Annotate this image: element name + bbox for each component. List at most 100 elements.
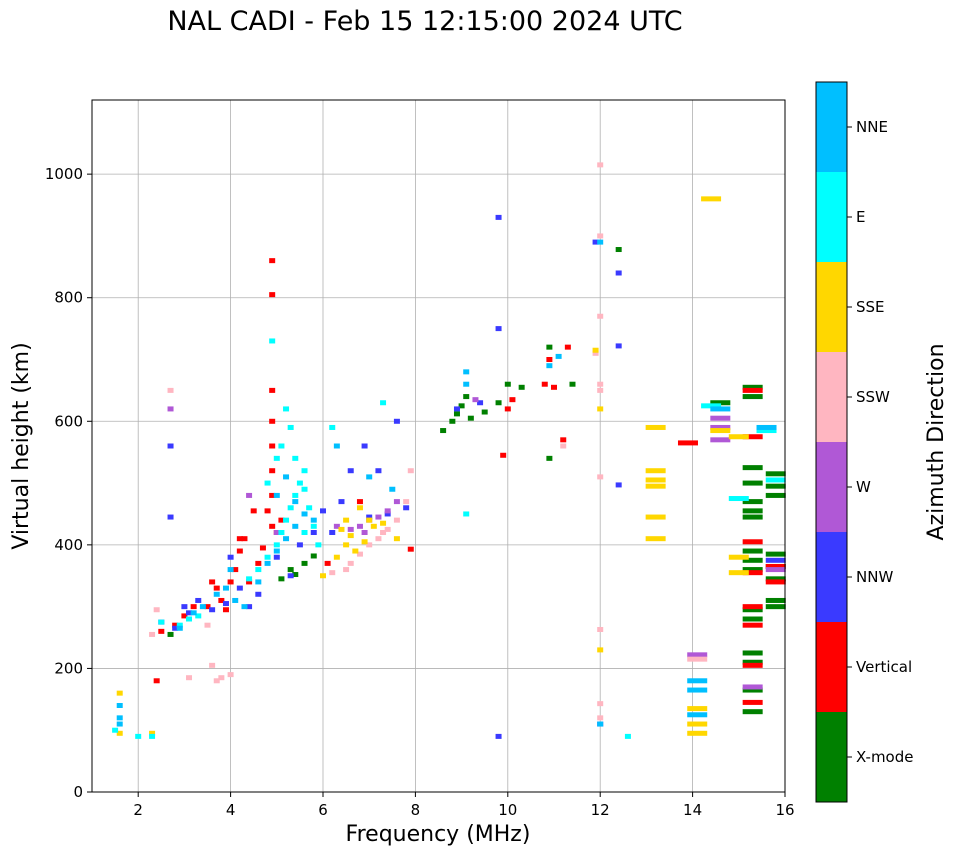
- echo-point: [449, 418, 456, 424]
- echo-point: [204, 622, 211, 628]
- echo-point: [765, 492, 786, 498]
- echo-point: [687, 712, 708, 718]
- echo-point: [500, 452, 507, 458]
- echo-point: [195, 613, 202, 619]
- colorbar-segment: [816, 712, 847, 802]
- echo-point: [278, 530, 285, 535]
- echo-point: [287, 567, 294, 573]
- echo-point: [167, 406, 174, 412]
- echo-point: [380, 400, 387, 406]
- echo-point: [597, 162, 604, 168]
- echo-point: [742, 659, 763, 665]
- echo-point: [278, 576, 285, 582]
- echo-point: [742, 539, 763, 545]
- echo-point: [287, 573, 294, 579]
- colorbar-segment: [816, 172, 847, 262]
- echo-point: [269, 468, 276, 474]
- echo-point: [301, 560, 308, 566]
- echo-point: [366, 517, 373, 523]
- echo-point: [149, 733, 156, 739]
- echo-point: [597, 381, 604, 387]
- echo-point: [687, 678, 708, 684]
- y-tick-label: 1000: [45, 165, 83, 183]
- echo-point: [222, 585, 229, 591]
- colorbar-segment: [816, 352, 847, 442]
- echo-point: [209, 662, 216, 668]
- echo-point: [597, 715, 604, 721]
- echo-point: [481, 409, 488, 415]
- echo-point: [269, 443, 276, 449]
- echo-point: [172, 625, 179, 631]
- echo-point: [273, 554, 280, 560]
- echo-point: [255, 591, 262, 597]
- echo-point: [269, 523, 276, 529]
- echo-point: [199, 604, 206, 610]
- echo-point: [765, 604, 786, 610]
- echo-point: [338, 526, 345, 532]
- echo-point: [320, 508, 326, 514]
- echo-point: [361, 443, 368, 449]
- colorbar-tick-label: NNE: [856, 118, 888, 136]
- echo-point: [135, 733, 142, 739]
- echo-point: [742, 684, 763, 690]
- echo-point: [264, 480, 271, 486]
- echo-point: [264, 554, 271, 560]
- echo-point: [728, 496, 749, 502]
- echo-point: [645, 536, 666, 542]
- echo-point: [742, 650, 763, 656]
- echo-point: [742, 699, 763, 705]
- echo-point: [269, 492, 276, 498]
- echo-point: [407, 468, 414, 474]
- echo-point: [453, 411, 460, 417]
- echo-point: [255, 567, 262, 573]
- echo-point: [283, 536, 290, 542]
- echo-point: [375, 468, 382, 474]
- colorbar-segment: [816, 532, 847, 622]
- echo-point: [250, 508, 257, 514]
- echo-point: [361, 539, 368, 545]
- echo-point: [167, 631, 174, 637]
- echo-point: [273, 455, 280, 461]
- echo-point: [687, 687, 708, 693]
- echo-point: [181, 613, 188, 619]
- echo-point: [259, 545, 266, 551]
- echo-point: [222, 601, 229, 607]
- echo-point: [283, 517, 290, 523]
- echo-point: [458, 403, 465, 409]
- echo-point: [167, 443, 174, 449]
- colorbar-segment: [816, 82, 847, 172]
- colorbar-tick-label: NNW: [856, 568, 893, 586]
- echo-point: [310, 530, 317, 535]
- echo-point: [765, 579, 786, 585]
- echo-point: [301, 530, 308, 535]
- echo-point: [645, 468, 666, 474]
- echo-point: [116, 730, 123, 736]
- echo-point: [273, 542, 280, 548]
- echo-point: [384, 508, 391, 514]
- echo-point: [116, 703, 123, 708]
- echo-point: [765, 557, 786, 563]
- echo-point: [463, 369, 470, 375]
- echo-point: [301, 511, 308, 517]
- plot-area: [92, 100, 785, 792]
- echo-point: [756, 428, 777, 434]
- echo-point: [765, 567, 786, 573]
- echo-point: [172, 622, 179, 628]
- echo-point: [186, 616, 193, 622]
- echo-point: [301, 468, 308, 474]
- echo-point: [116, 715, 123, 721]
- echo-point: [287, 424, 294, 430]
- echo-point: [393, 536, 400, 542]
- echo-point: [765, 483, 786, 489]
- colorbar-tick-label: Vertical: [856, 658, 912, 676]
- echo-point: [292, 455, 299, 461]
- echo-point: [504, 406, 511, 412]
- echo-point: [232, 567, 239, 573]
- echo-point: [742, 480, 763, 486]
- echo-point: [728, 570, 749, 576]
- echo-point: [742, 394, 763, 400]
- echo-point: [742, 616, 763, 622]
- echo-point: [597, 474, 604, 480]
- y-tick-label: 400: [54, 536, 83, 554]
- echo-point: [356, 551, 363, 557]
